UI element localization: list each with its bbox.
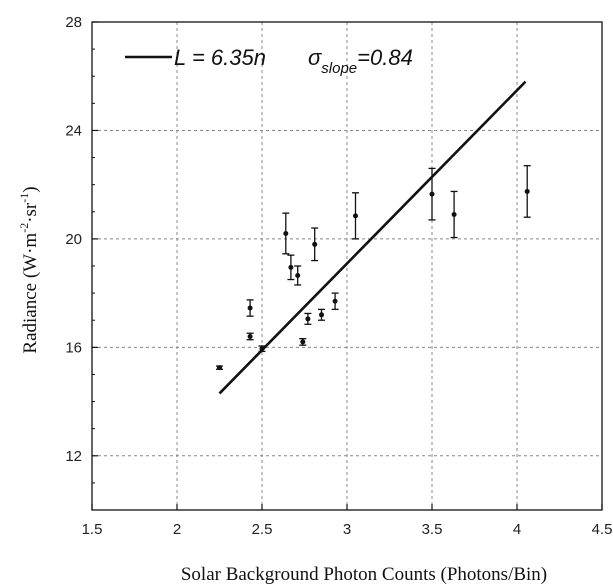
data-point [217, 365, 222, 371]
data-point [332, 298, 338, 304]
data-point [319, 312, 324, 318]
data-point [288, 264, 294, 270]
grid [92, 22, 602, 510]
x-tick-label: 3.5 [422, 521, 443, 538]
data-point [305, 316, 311, 322]
data-point [524, 188, 530, 194]
x-tick-label: 3 [343, 521, 351, 538]
data-point [247, 333, 253, 339]
data-point [300, 339, 306, 345]
data-points [216, 165, 531, 371]
x-axis-title: Solar Background Photon Counts (Photons/… [181, 564, 547, 585]
fit-line [218, 80, 527, 395]
data-point [451, 211, 457, 217]
x-tick-label: 1.5 [82, 521, 103, 538]
legend-sigma-label: σslope=0.84 [308, 45, 413, 77]
data-point [283, 230, 289, 236]
x-tick-label: 4 [513, 521, 521, 538]
x-tick-label: 4.5 [592, 521, 613, 538]
data-point [247, 305, 253, 311]
legend: L = 6.35n σslope=0.84 [125, 45, 413, 77]
y-tick-label: 16 [65, 339, 82, 356]
data-point [312, 241, 318, 247]
fit-line-group [218, 80, 527, 395]
y-tick-label: 24 [65, 122, 82, 139]
data-point [353, 213, 358, 219]
data-point [259, 346, 265, 352]
y-axis-title: Radiance (W·m-2·sr-1) [17, 186, 41, 353]
data-point [295, 272, 301, 278]
axis-ticks: 1.5 2 2.5 3 3.5 4 4.5 12 16 20 24 28 [65, 14, 612, 538]
x-tick-label: 2 [173, 521, 181, 538]
data-point [429, 191, 435, 197]
x-tick-label: 2.5 [252, 521, 273, 538]
legend-label: L = 6.35n [174, 45, 266, 70]
y-tick-label: 28 [65, 14, 82, 31]
y-tick-label: 20 [65, 231, 82, 248]
y-tick-label: 12 [65, 448, 82, 465]
